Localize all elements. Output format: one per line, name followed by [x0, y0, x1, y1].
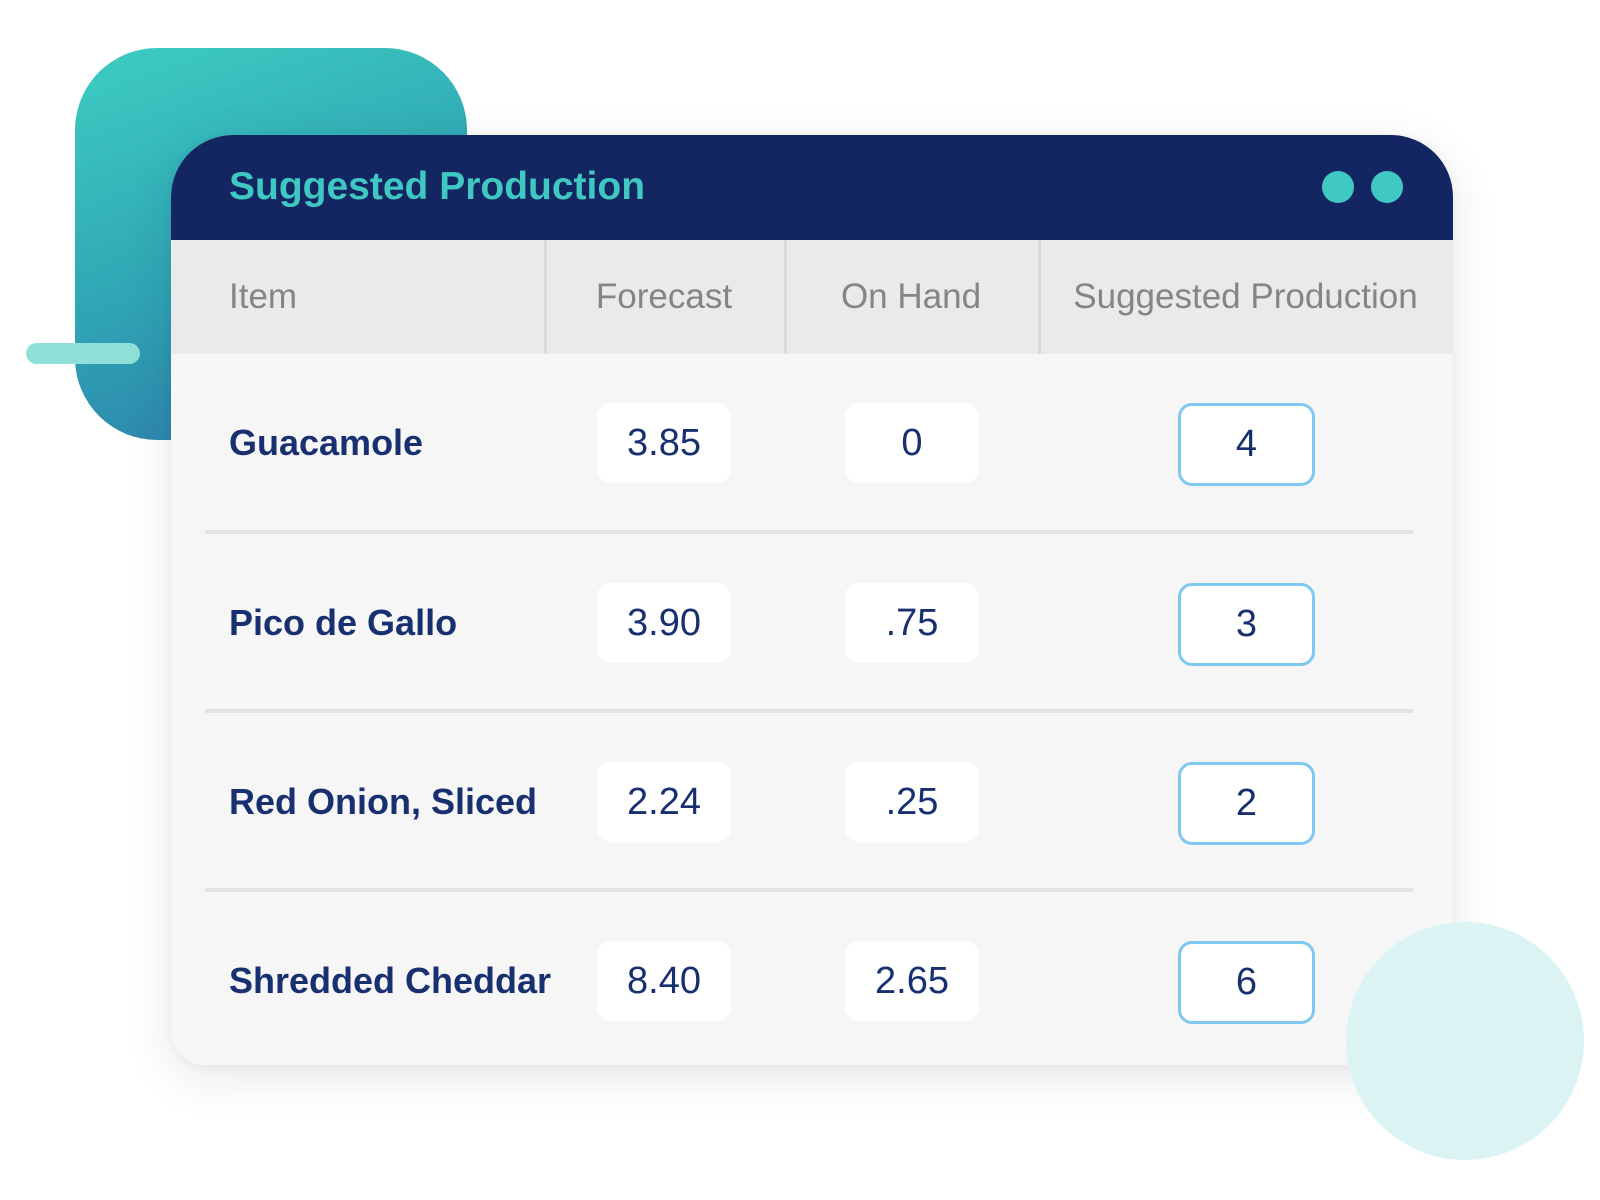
- on-hand-value: .75: [845, 583, 979, 663]
- decorative-pill: [26, 343, 140, 364]
- suggested-production-input[interactable]: 3: [1178, 583, 1315, 666]
- on-hand-value: .25: [845, 762, 979, 842]
- item-name: Shredded Cheddar: [229, 960, 552, 1001]
- window-dot-icon: [1371, 171, 1403, 203]
- forecast-value: 2.24: [597, 762, 731, 842]
- table-row: Guacamole 3.85 0 4: [171, 354, 1453, 532]
- row-divider: [205, 709, 1413, 713]
- column-header-item: Item: [229, 277, 298, 316]
- column-header-forecast: Forecast: [595, 277, 733, 316]
- table-row: Red Onion, Sliced 2.24 .25 2: [171, 713, 1453, 891]
- forecast-value: 3.90: [597, 583, 731, 663]
- card-title: Suggested Production: [229, 165, 646, 208]
- suggested-production-input[interactable]: 6: [1178, 941, 1315, 1024]
- suggested-production-input[interactable]: 2: [1178, 762, 1315, 845]
- column-divider: [1038, 240, 1041, 354]
- column-header-row: Item Forecast On Hand Suggested Producti…: [171, 240, 1453, 354]
- item-name: Red Onion, Sliced: [229, 781, 538, 822]
- column-divider: [544, 240, 547, 354]
- column-header-on-hand: On Hand: [840, 277, 982, 316]
- forecast-value: 8.40: [597, 941, 731, 1021]
- decorative-circle: [1346, 922, 1584, 1160]
- window-dot-icon: [1322, 171, 1354, 203]
- table-row: Shredded Cheddar 8.40 2.65 6: [171, 892, 1453, 1065]
- column-header-suggested-production: Suggested Production: [1073, 277, 1418, 316]
- on-hand-value: 2.65: [845, 941, 979, 1021]
- forecast-value: 3.85: [597, 403, 731, 483]
- on-hand-value: 0: [845, 403, 979, 483]
- item-name: Pico de Gallo: [229, 602, 458, 643]
- row-divider: [205, 530, 1413, 534]
- suggested-production-input[interactable]: 4: [1178, 403, 1315, 486]
- item-name: Guacamole: [229, 422, 424, 463]
- row-divider: [205, 888, 1413, 892]
- column-divider: [784, 240, 787, 354]
- suggested-production-card: Suggested Production Item Forecast On Ha…: [171, 135, 1453, 1065]
- table-row: Pico de Gallo 3.90 .75 3: [171, 534, 1453, 712]
- card-header: Suggested Production: [171, 135, 1453, 240]
